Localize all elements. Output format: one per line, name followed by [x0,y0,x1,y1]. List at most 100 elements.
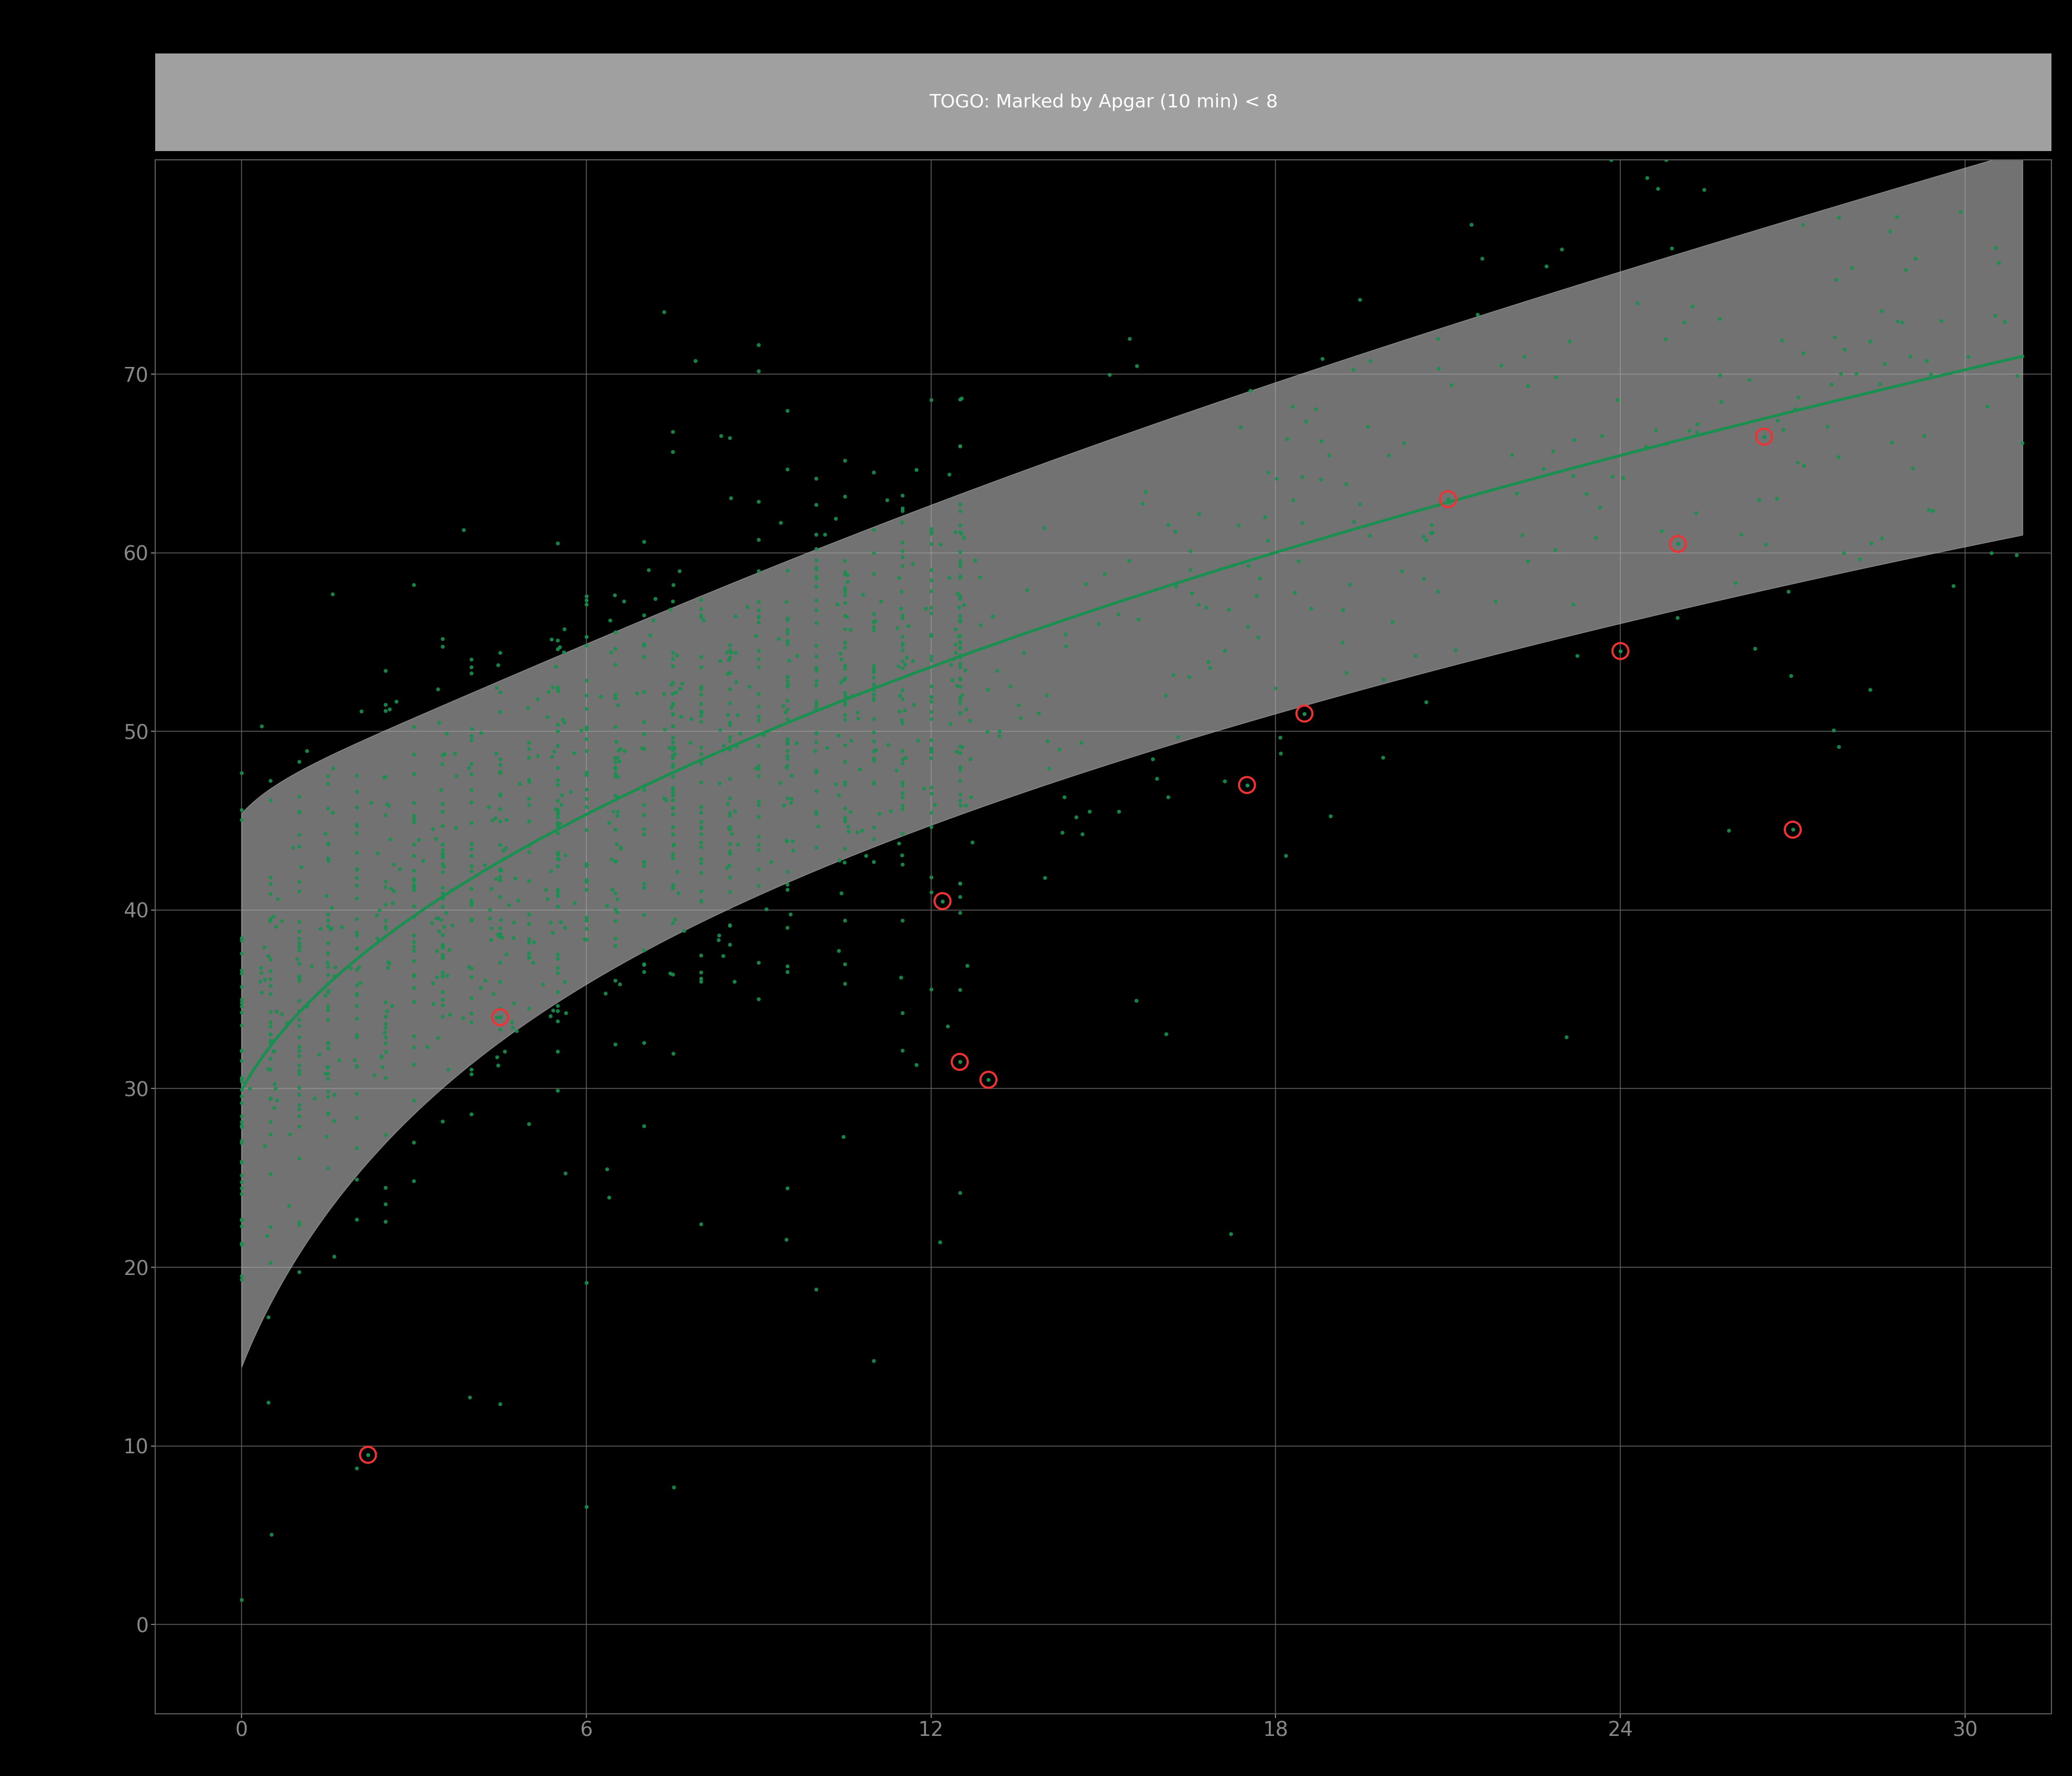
Point [829,629,862,657]
Point [943,1179,976,1208]
Point [943,654,976,682]
Point [369,1037,402,1066]
Point [257,902,290,931]
Point [800,696,833,725]
Point [1276,487,1310,515]
Point [771,737,804,765]
Point [742,762,775,790]
Point [742,330,775,359]
Point [427,812,460,840]
Point [282,932,315,961]
Point [657,749,690,778]
Point [253,980,286,1009]
Point [628,821,661,849]
Point [398,874,431,902]
Point [657,870,690,899]
Point [943,538,976,567]
Point [885,737,918,765]
Point [599,755,632,783]
Point [885,577,918,606]
Point [485,924,518,952]
Point [800,758,833,787]
Point [340,872,373,900]
Point [541,808,574,836]
Point [541,881,574,909]
Point [1173,662,1206,691]
Point [1021,698,1055,726]
Point [311,844,344,872]
Point [1059,803,1092,831]
Point [885,543,918,572]
Point [377,877,410,906]
Point [1208,636,1241,664]
Point [885,675,918,703]
Point [800,757,833,785]
Point [914,599,947,627]
Point [454,892,489,920]
Point [949,655,982,684]
Point [282,1090,315,1119]
Point [1778,394,1811,423]
Point [939,638,972,666]
Point [771,728,804,757]
Point [742,790,775,819]
Point [897,691,930,719]
Point [771,726,804,755]
Point [570,725,603,753]
Point [901,726,934,755]
Point [512,943,545,971]
Point [1113,325,1146,353]
Point [742,787,775,815]
Point [541,675,574,703]
Point [311,996,344,1025]
Point [825,668,858,696]
Point [340,884,373,913]
Point [628,874,661,902]
Point [454,963,489,991]
Point [841,817,874,845]
Point [628,678,661,707]
Point [628,900,661,929]
Point [398,987,431,1016]
Point [369,691,402,719]
Point [1005,703,1038,732]
Point [541,796,574,824]
Point [829,771,862,799]
Point [707,730,740,758]
Point [704,716,738,744]
Point [512,790,545,819]
Point [311,970,344,998]
Point [713,424,746,453]
Point [1158,572,1191,600]
Point [543,810,576,838]
Point [601,742,634,771]
Point [261,884,294,913]
Point [800,556,833,584]
Point [943,563,976,591]
Point [311,1034,344,1062]
Point [914,622,947,650]
Point [512,995,545,1023]
Point [771,670,804,698]
Point [226,986,259,1014]
Point [858,686,891,714]
Point [628,950,661,979]
Point [253,765,286,794]
Point [829,588,862,616]
Point [771,616,804,645]
Point [454,835,489,863]
Point [570,906,603,934]
Point [427,840,460,868]
Point [1552,327,1585,355]
Point [549,1160,582,1188]
Point [398,829,431,858]
Point [1668,309,1701,337]
Point [1183,499,1216,527]
Point [1270,424,1303,453]
Point [850,842,883,870]
Point [311,829,344,858]
Point [282,1051,315,1080]
Point [535,625,568,654]
Point [1604,638,1637,666]
Point [340,819,373,847]
